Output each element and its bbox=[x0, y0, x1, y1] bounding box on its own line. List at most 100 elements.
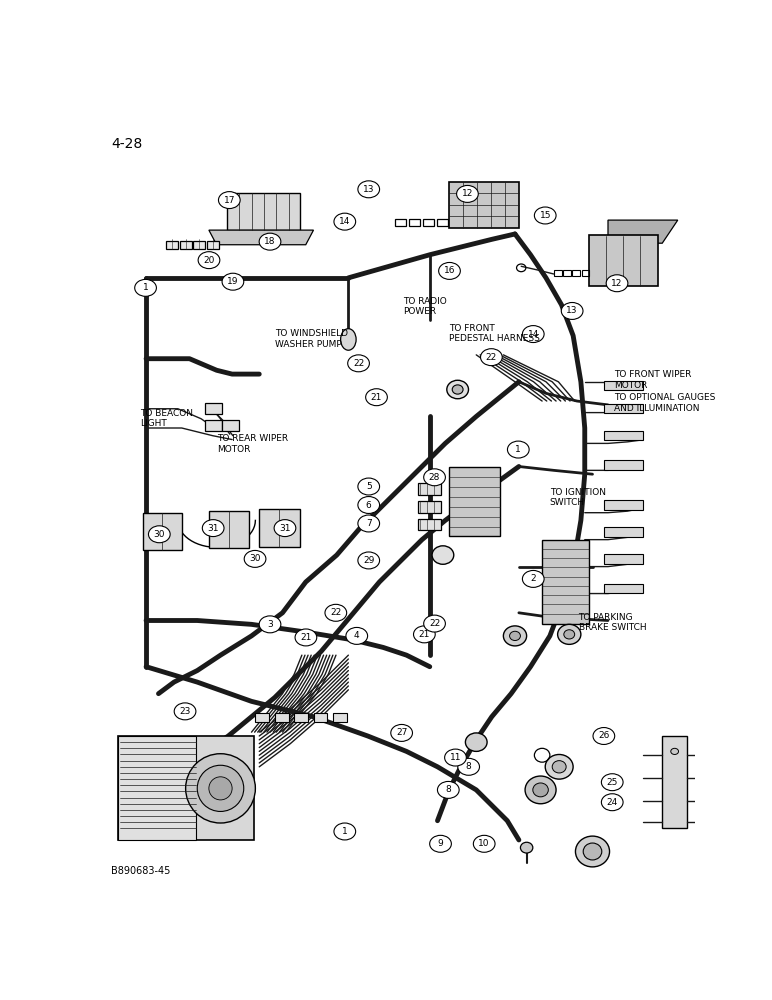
Ellipse shape bbox=[244, 550, 266, 567]
Bar bbox=[208, 241, 219, 249]
Text: 22: 22 bbox=[353, 359, 364, 368]
Bar bbox=[449, 182, 519, 228]
Ellipse shape bbox=[358, 478, 380, 495]
Ellipse shape bbox=[259, 233, 281, 250]
Ellipse shape bbox=[148, 526, 170, 543]
Bar bbox=[604, 381, 643, 390]
Bar bbox=[604, 431, 643, 440]
Ellipse shape bbox=[347, 355, 370, 372]
Bar bbox=[604, 460, 643, 470]
Text: 30: 30 bbox=[154, 530, 165, 539]
Bar bbox=[588, 235, 659, 286]
Text: 15: 15 bbox=[540, 211, 551, 220]
Ellipse shape bbox=[185, 754, 256, 823]
Text: 22: 22 bbox=[330, 608, 341, 617]
Ellipse shape bbox=[198, 765, 244, 811]
Bar bbox=[563, 270, 571, 276]
Text: 31: 31 bbox=[279, 524, 291, 533]
Text: 12: 12 bbox=[611, 279, 623, 288]
Ellipse shape bbox=[533, 783, 548, 797]
Ellipse shape bbox=[503, 626, 527, 646]
Text: 22: 22 bbox=[429, 619, 440, 628]
Text: 8: 8 bbox=[445, 785, 451, 794]
Text: 19: 19 bbox=[227, 277, 239, 286]
Text: 10: 10 bbox=[479, 839, 490, 848]
Bar bbox=[554, 270, 561, 276]
Bar bbox=[604, 584, 643, 593]
Text: 22: 22 bbox=[486, 353, 497, 362]
Bar bbox=[409, 219, 420, 226]
Ellipse shape bbox=[552, 761, 566, 773]
Ellipse shape bbox=[174, 703, 196, 720]
Ellipse shape bbox=[601, 774, 623, 791]
Ellipse shape bbox=[510, 631, 520, 641]
Text: 30: 30 bbox=[249, 554, 261, 563]
Text: 24: 24 bbox=[607, 798, 618, 807]
Ellipse shape bbox=[671, 748, 679, 754]
Text: 6: 6 bbox=[366, 500, 371, 510]
Bar bbox=[313, 713, 327, 722]
Ellipse shape bbox=[346, 627, 367, 644]
Text: 1: 1 bbox=[143, 283, 148, 292]
Bar bbox=[437, 219, 448, 226]
Bar bbox=[166, 241, 178, 249]
Ellipse shape bbox=[525, 776, 556, 804]
Bar bbox=[180, 241, 191, 249]
Ellipse shape bbox=[561, 302, 583, 319]
Text: TO WINDSHIELD
WASHER PUMP: TO WINDSHIELD WASHER PUMP bbox=[275, 329, 347, 349]
Bar bbox=[275, 713, 289, 722]
Ellipse shape bbox=[209, 777, 232, 800]
Ellipse shape bbox=[358, 497, 380, 513]
Ellipse shape bbox=[507, 441, 529, 458]
Text: 1: 1 bbox=[516, 445, 521, 454]
Ellipse shape bbox=[424, 469, 445, 486]
Text: 13: 13 bbox=[363, 185, 374, 194]
Ellipse shape bbox=[520, 842, 533, 853]
Text: 14: 14 bbox=[527, 330, 539, 339]
Text: 21: 21 bbox=[418, 630, 430, 639]
Ellipse shape bbox=[334, 823, 356, 840]
Text: 27: 27 bbox=[396, 728, 408, 737]
Bar bbox=[118, 736, 195, 840]
Ellipse shape bbox=[134, 279, 157, 296]
Text: 20: 20 bbox=[203, 256, 215, 265]
Text: 17: 17 bbox=[224, 196, 235, 205]
Ellipse shape bbox=[432, 546, 454, 564]
Ellipse shape bbox=[438, 781, 459, 798]
Ellipse shape bbox=[557, 624, 581, 644]
Text: TO BEACON
LIGHT: TO BEACON LIGHT bbox=[140, 409, 193, 428]
Ellipse shape bbox=[593, 728, 615, 744]
Bar bbox=[394, 219, 406, 226]
Ellipse shape bbox=[466, 733, 487, 751]
Bar bbox=[209, 511, 249, 548]
Bar bbox=[193, 241, 205, 249]
Text: TO REAR WIPER
MOTOR: TO REAR WIPER MOTOR bbox=[218, 434, 289, 454]
Bar bbox=[662, 736, 687, 828]
Ellipse shape bbox=[473, 835, 495, 852]
Bar bbox=[604, 404, 643, 413]
Text: 28: 28 bbox=[429, 473, 440, 482]
Text: 31: 31 bbox=[208, 524, 219, 533]
Ellipse shape bbox=[534, 207, 556, 224]
Bar bbox=[205, 420, 222, 431]
Ellipse shape bbox=[325, 604, 347, 621]
Ellipse shape bbox=[606, 275, 628, 292]
Ellipse shape bbox=[438, 262, 460, 279]
Ellipse shape bbox=[358, 181, 380, 198]
Polygon shape bbox=[608, 220, 678, 243]
Text: 25: 25 bbox=[607, 778, 618, 787]
Ellipse shape bbox=[430, 835, 452, 852]
Ellipse shape bbox=[366, 389, 388, 406]
Ellipse shape bbox=[575, 836, 610, 867]
Ellipse shape bbox=[523, 570, 544, 587]
Bar bbox=[604, 527, 643, 537]
Bar bbox=[227, 193, 300, 230]
Bar bbox=[143, 513, 181, 550]
Bar bbox=[418, 483, 442, 495]
Text: 12: 12 bbox=[462, 189, 473, 198]
Ellipse shape bbox=[480, 349, 503, 366]
Text: 16: 16 bbox=[444, 266, 455, 275]
Bar bbox=[222, 420, 239, 431]
Ellipse shape bbox=[564, 630, 574, 639]
Ellipse shape bbox=[358, 552, 380, 569]
